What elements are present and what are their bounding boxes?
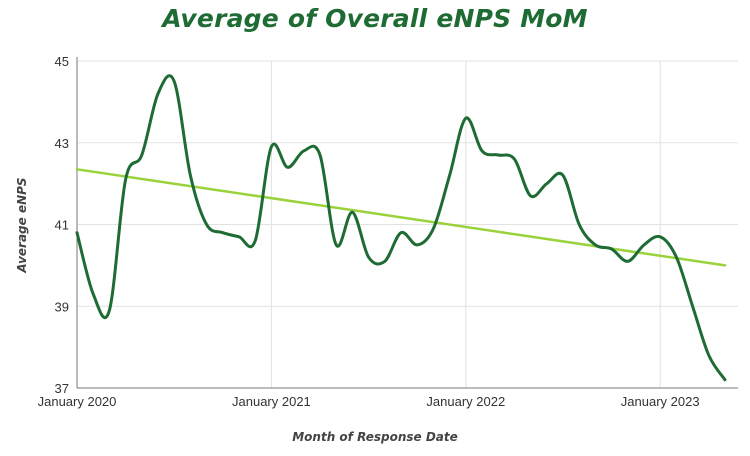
data-point bbox=[398, 230, 404, 236]
data-point bbox=[657, 234, 663, 240]
data-point bbox=[463, 115, 469, 121]
data-point bbox=[673, 254, 679, 260]
data-point bbox=[511, 156, 517, 162]
data-point bbox=[576, 222, 582, 228]
data-point bbox=[495, 152, 501, 158]
data-point bbox=[139, 152, 145, 158]
data-point bbox=[236, 234, 242, 240]
grid-lines bbox=[76, 57, 738, 389]
y-axis-label: Average eNPS bbox=[15, 177, 29, 273]
data-point bbox=[560, 172, 566, 178]
data-point bbox=[625, 258, 631, 264]
x-tick-label: January 2020 bbox=[38, 394, 117, 409]
y-axis-ticks: 37 39 41 43 45 bbox=[55, 54, 69, 396]
trend-line bbox=[75, 168, 727, 267]
x-tick-label: January 2022 bbox=[426, 394, 505, 409]
data-point bbox=[706, 352, 712, 358]
x-axis-label: Month of Response Date bbox=[292, 430, 458, 444]
data-point bbox=[528, 193, 534, 199]
data-point bbox=[123, 177, 129, 183]
x-tick-label: January 2023 bbox=[621, 394, 700, 409]
x-tick-label: January 2021 bbox=[232, 394, 311, 409]
data-point bbox=[366, 254, 372, 260]
data-point bbox=[301, 148, 307, 154]
data-point bbox=[90, 291, 96, 297]
data-point bbox=[171, 78, 177, 84]
data-point bbox=[317, 152, 323, 158]
data-point bbox=[479, 148, 485, 154]
data-point bbox=[285, 164, 291, 170]
data-point bbox=[333, 242, 339, 248]
data-point bbox=[187, 172, 193, 178]
data-point bbox=[252, 238, 258, 244]
data-point bbox=[592, 242, 598, 248]
data-point bbox=[106, 307, 112, 313]
y-tick-label: 45 bbox=[55, 54, 69, 69]
data-point bbox=[204, 222, 210, 228]
x-axis-ticks: January 2020 January 2021 January 2022 Janu… bbox=[38, 394, 700, 409]
chart-title: Average of Overall eNPS MoM bbox=[162, 4, 588, 33]
data-point bbox=[220, 230, 226, 236]
data-point bbox=[722, 377, 728, 383]
data-point bbox=[74, 230, 80, 236]
y-tick-label: 37 bbox=[55, 381, 69, 396]
data-point bbox=[609, 246, 615, 252]
y-tick-label: 41 bbox=[55, 218, 69, 233]
data-point bbox=[382, 258, 388, 264]
data-point bbox=[349, 209, 355, 215]
enps-series-line bbox=[75, 74, 727, 382]
data-point bbox=[268, 144, 274, 150]
data-point bbox=[447, 172, 453, 178]
data-point bbox=[544, 181, 550, 187]
y-tick-label: 43 bbox=[55, 136, 69, 151]
data-point bbox=[690, 303, 696, 309]
data-point bbox=[155, 91, 161, 97]
series-lines bbox=[74, 74, 728, 383]
data-point bbox=[414, 242, 420, 248]
y-tick-label: 39 bbox=[55, 299, 69, 314]
data-point bbox=[641, 242, 647, 248]
data-point bbox=[430, 226, 436, 232]
